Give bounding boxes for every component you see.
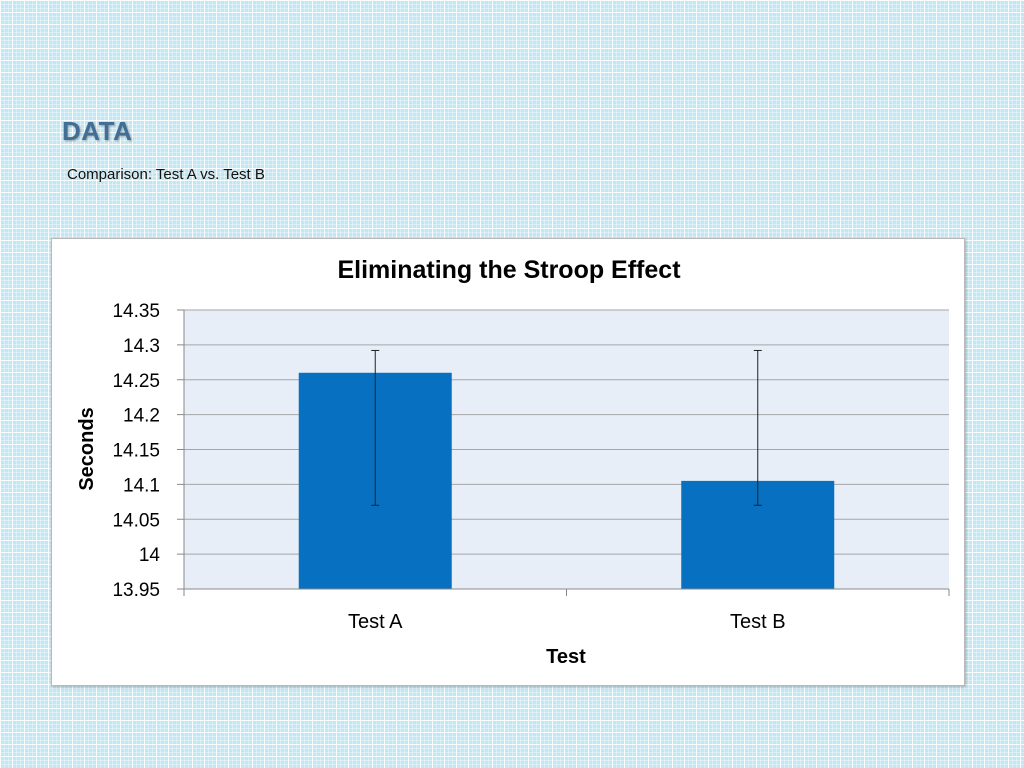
axes bbox=[183, 310, 950, 596]
y-tick-label: 13.95 bbox=[112, 580, 160, 601]
y-tick-label: 14.25 bbox=[112, 371, 160, 392]
x-axis-title: Test bbox=[546, 646, 586, 668]
y-axis-title: Seconds bbox=[76, 407, 98, 490]
y-tick-label: 14.15 bbox=[112, 441, 160, 462]
tick-labels: 13.95 14 14.05 14.1 14.15 14.2 14.25 14.3 14.35 T… bbox=[112, 301, 785, 633]
y-tick-label: 14 bbox=[139, 545, 161, 566]
chart-title: Eliminating the Stroop Effect bbox=[337, 256, 681, 284]
chart-panel: 13.95 14 14.05 14.1 14.15 14.2 14.25 14.3 14.35 T… bbox=[51, 238, 965, 686]
y-tick-label: 14.3 bbox=[123, 336, 160, 357]
x-tick-label: Test B bbox=[730, 611, 786, 633]
error-bars bbox=[371, 349, 762, 506]
slide-subtitle: Comparison: Test A vs. Test B bbox=[67, 166, 265, 183]
y-tick-label: 14.1 bbox=[123, 475, 160, 496]
slide-title: DATA bbox=[62, 116, 133, 146]
y-tick-label: 14.2 bbox=[123, 406, 160, 427]
bar-chart: 13.95 14 14.05 14.1 14.15 14.2 14.25 14.3 14.35 T… bbox=[76, 256, 950, 668]
y-tick-label: 14.05 bbox=[112, 510, 160, 531]
y-tick-label: 14.35 bbox=[112, 301, 160, 322]
x-tick-label: Test A bbox=[348, 611, 403, 633]
